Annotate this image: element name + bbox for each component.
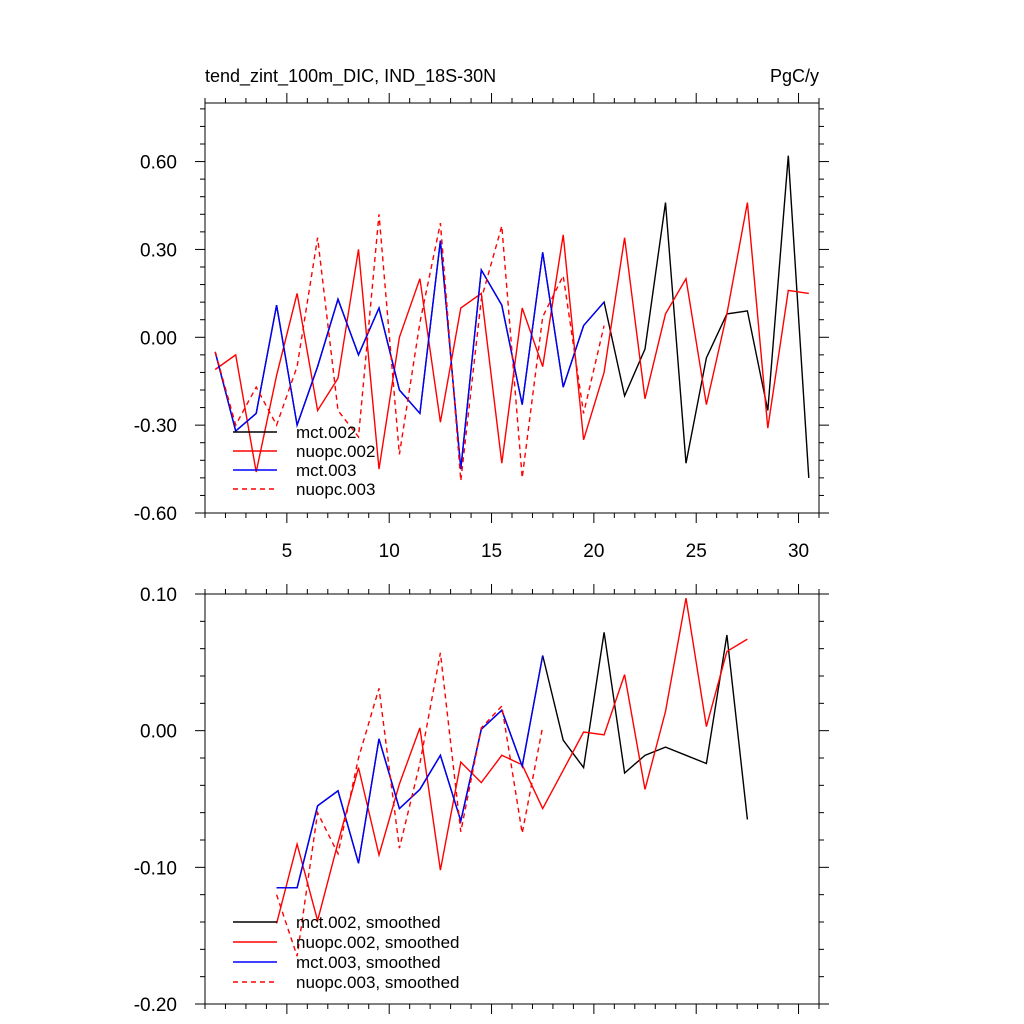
- bottom-axis-ticks: [195, 584, 829, 1014]
- bottom-legend-label: nuopc.003, smoothed: [296, 973, 460, 992]
- top-series-mct-003: [214, 240, 605, 470]
- bottom-y-tick-label: 0.10: [140, 585, 177, 606]
- bottom-series-mct-003-smoothed: [276, 655, 544, 889]
- bottom-y-tick-labels: -0.20 -0.10 0.00 0.10: [134, 585, 177, 1016]
- bottom-y-tick-label: -0.10: [134, 858, 177, 879]
- bottom-series-nuopc-003-smoothed: [275, 652, 544, 957]
- top-y-tick-label: -0.60: [134, 504, 177, 525]
- bottom-legend-label: mct.002, smoothed: [296, 913, 441, 932]
- top-x-tick-label: 25: [686, 541, 707, 562]
- top-x-tick-labels: 5 10 15 20 25 30: [282, 541, 810, 562]
- top-y-tick-label: 0.00: [140, 328, 177, 349]
- bottom-legend-label: mct.003, smoothed: [296, 953, 441, 972]
- top-legend-label: nuopc.003: [296, 480, 375, 499]
- top-y-tick-labels: -0.60 -0.30 0.00 0.30 0.60: [134, 153, 177, 525]
- top-y-tick-label: 0.30: [140, 240, 177, 261]
- top-x-tick-label: 15: [481, 541, 502, 562]
- chart-title-left: tend_zint_100m_DIC, IND_18S-30N: [205, 66, 496, 87]
- bottom-panel: -0.20-0.100.000.10 mct.002, smoothednuop…: [134, 584, 829, 1016]
- top-x-tick-label: 20: [583, 541, 604, 562]
- top-x-tick-label: 10: [379, 541, 400, 562]
- top-panel: tend_zint_100m_DIC, IND_18S-30N PgC/y 5 1…: [134, 66, 829, 562]
- top-series-nuopc-003: [214, 214, 605, 481]
- top-series-layer: [214, 155, 810, 481]
- top-series-nuopc-002: [214, 202, 809, 473]
- top-x-tick-label: 30: [788, 541, 809, 562]
- top-legend-label: mct.003: [296, 461, 356, 480]
- top-x-tick-label: 5: [282, 541, 293, 562]
- bottom-legend-label: nuopc.002, smoothed: [296, 933, 460, 952]
- bottom-y-tick-label: 0.00: [140, 722, 177, 743]
- top-y-tick-label: 0.60: [140, 153, 177, 174]
- top-legend-label: nuopc.002: [296, 442, 375, 461]
- bottom-y-tick-label: -0.20: [134, 995, 177, 1016]
- bottom-series-nuopc-002-smoothed: [275, 597, 748, 924]
- chart-title-right: PgC/y: [770, 66, 819, 86]
- top-axis-ticks: [195, 93, 829, 523]
- top-legend-label: mct.002: [296, 423, 356, 442]
- bottom-series-layer: [275, 597, 749, 957]
- top-y-tick-label: -0.30: [134, 416, 177, 437]
